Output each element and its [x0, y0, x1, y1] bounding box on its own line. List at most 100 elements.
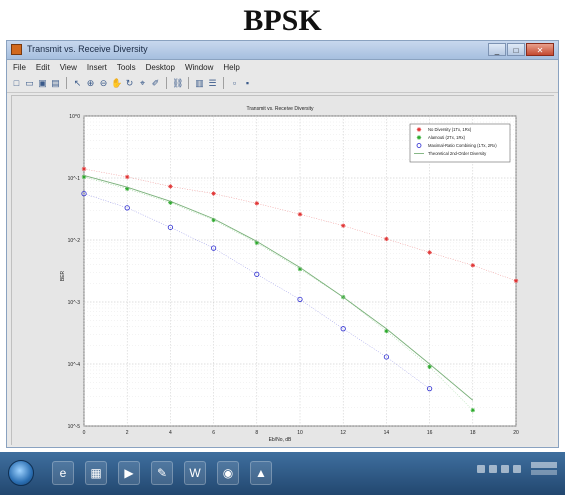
minimize-button[interactable]: _ [488, 43, 506, 56]
maximize-button[interactable]: □ [507, 43, 525, 56]
open-file-icon[interactable]: ▭ [25, 77, 34, 88]
hide-plot-tools-icon[interactable]: ▫ [232, 77, 237, 88]
clock-time-blur [531, 462, 557, 468]
page-heading: BPSK [243, 4, 322, 37]
paint-icon[interactable]: ✎ [151, 461, 173, 485]
series-4-line [83, 174, 474, 401]
new-figure-icon[interactable]: □ [13, 77, 20, 88]
menu-view[interactable]: View [59, 62, 77, 72]
system-tray [477, 462, 557, 475]
start-button[interactable] [8, 460, 34, 486]
rotate-icon[interactable]: ↻ [125, 77, 134, 88]
x-tick-label: 12 [340, 430, 346, 436]
word-icon[interactable]: W [184, 461, 206, 485]
toolbar-separator [223, 77, 224, 89]
internet-explorer-icon[interactable]: e [52, 461, 74, 485]
legend-icon[interactable]: ☰ [208, 77, 217, 88]
series-2-point-stroke [427, 365, 432, 369]
network-icon[interactable] [489, 464, 497, 473]
select-arrow-icon[interactable]: ↖ [73, 77, 82, 88]
series-1-point [168, 184, 173, 189]
link-icon[interactable]: ⛓ [172, 77, 184, 88]
series-1-point [211, 191, 216, 196]
menu-desktop[interactable]: Desktop [145, 62, 175, 72]
clock-date-blur [531, 470, 557, 475]
menu-tools[interactable]: Tools [116, 62, 136, 72]
windows-taskbar: e ▦ ▶ ✎ W ◉ ▲ [0, 452, 565, 495]
toolbar-separator [166, 77, 167, 89]
chrome-icon[interactable]: ◉ [217, 461, 239, 485]
series-3-point [81, 191, 87, 197]
tray-arrow-icon[interactable] [477, 464, 485, 473]
legend-swatch-stroke [417, 135, 421, 140]
menu-edit[interactable]: Edit [35, 62, 50, 72]
show-plot-tools-icon[interactable]: ▪ [245, 77, 250, 88]
ber-plot[interactable]: Transmit vs. Receive Diversity Eb/No, dB… [12, 96, 555, 446]
toolbar-separator [188, 77, 189, 89]
x-tick-label: 18 [470, 430, 476, 436]
series-1-point-stroke [168, 184, 173, 189]
series-3-point [167, 224, 173, 230]
series-2-point-stroke [470, 408, 475, 412]
series-3-connector [83, 193, 430, 389]
series-1-point-stroke [211, 191, 216, 196]
x-tick-label: 20 [513, 430, 519, 436]
colorbar-icon[interactable]: ▥ [195, 77, 204, 88]
brush-icon[interactable]: ✐ [151, 77, 160, 88]
x-tick-label: 4 [169, 430, 172, 436]
chart-title: Transmit vs. Receive Diversity [246, 106, 314, 112]
matlab-icon[interactable]: ▲ [250, 461, 272, 485]
y-axis-label: BER [60, 270, 66, 281]
series-1-point [470, 263, 475, 268]
x-tick-label: 0 [83, 430, 86, 436]
menu-help[interactable]: Help [223, 62, 240, 72]
pan-icon[interactable]: ✋ [111, 77, 123, 88]
zoom-in-icon[interactable]: ⊕ [86, 77, 95, 88]
plot-area: 0 2 4 6 8 10 12 14 16 18 20 10^0 10^-1 10^-2 10^-3 10^-… [68, 114, 519, 436]
menu-file[interactable]: File [13, 62, 26, 72]
matlab-figure-icon [11, 44, 22, 55]
series-3-point [211, 245, 217, 251]
clock[interactable] [531, 462, 557, 475]
figure-canvas: Transmit vs. Receive Diversity Eb/No, dB… [11, 95, 555, 446]
battery-icon[interactable] [513, 464, 521, 473]
series-1-point [513, 278, 519, 283]
x-tick-label: 8 [255, 430, 258, 436]
series-1-point [125, 174, 130, 180]
series-1-point-stroke [384, 237, 389, 241]
series-3-point [124, 205, 130, 211]
menu-window[interactable]: Window [184, 62, 214, 72]
media-player-icon[interactable]: ▶ [118, 461, 140, 485]
file-explorer-icon[interactable]: ▦ [85, 461, 107, 485]
series-1-point-stroke [427, 250, 432, 255]
series-1-point [384, 236, 389, 242]
legend-label: Maximal-Ratio Combining (1Tx, 2Rx) [428, 143, 497, 148]
menubar: File Edit View Insert Tools Desktop Wind… [7, 60, 558, 74]
figure-window: Transmit vs. Receive Diversity _ □ ✕ Fil… [6, 40, 559, 448]
y-tick-label: 10^-4 [68, 362, 81, 368]
legend-swatch [416, 143, 422, 148]
series-1-point [81, 166, 87, 172]
series-1-point [341, 223, 346, 228]
series-1-point [297, 212, 303, 217]
x-tick-label: 6 [212, 430, 215, 436]
y-tick-label: 10^-5 [68, 424, 81, 430]
save-icon[interactable]: ▣ [38, 77, 47, 88]
series-1-point-stroke [514, 278, 518, 283]
series-1-point-stroke [125, 175, 130, 179]
window-titlebar[interactable]: Transmit vs. Receive Diversity _ □ ✕ [7, 41, 558, 60]
close-button[interactable]: ✕ [526, 43, 554, 56]
zoom-out-icon[interactable]: ⊖ [99, 77, 108, 88]
data-cursor-icon[interactable]: ⌖ [139, 77, 146, 88]
series-1-point-stroke [82, 167, 86, 171]
x-tick-label: 16 [427, 430, 433, 436]
volume-icon[interactable] [501, 464, 509, 473]
legend-label: No Diversity (1Tx, 1Rx) [428, 127, 472, 132]
menu-insert[interactable]: Insert [86, 62, 107, 72]
print-icon[interactable]: ▤ [51, 77, 60, 88]
y-tick-label: 10^-1 [68, 176, 81, 182]
series-1-point [427, 250, 432, 255]
x-tick-label: 14 [384, 430, 390, 436]
series-3-point [340, 326, 346, 332]
x-axis-label: Eb/No, dB [269, 437, 292, 443]
